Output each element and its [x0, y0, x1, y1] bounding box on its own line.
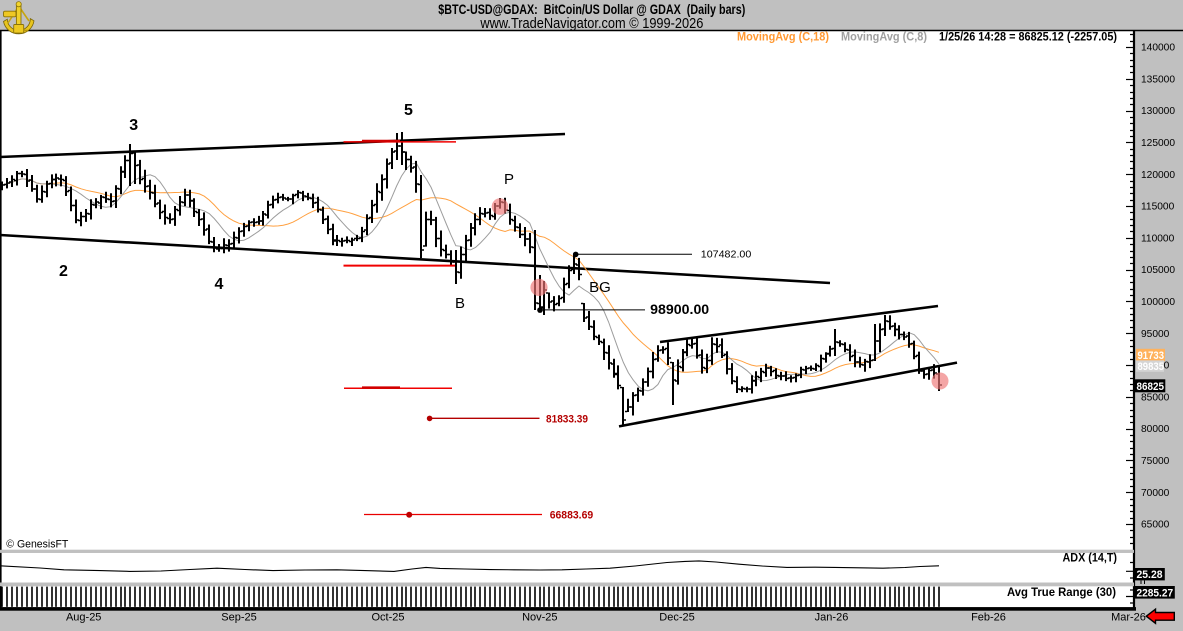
svg-text:$BTC-USD@GDAX: BitCoin/US Dol: $BTC-USD@GDAX: BitCoin/US Dollar @ GDAX …: [438, 2, 745, 17]
svg-text:Aug-25: Aug-25: [66, 612, 101, 624]
svg-text:Oct-25: Oct-25: [371, 612, 404, 624]
svg-text:81833.39: 81833.39: [546, 413, 588, 425]
svg-text:25.28: 25.28: [1137, 569, 1163, 581]
svg-text:MovingAvg (C,8): MovingAvg (C,8): [841, 29, 927, 43]
svg-text:89835: 89835: [1138, 361, 1165, 373]
svg-text:65000: 65000: [1141, 520, 1170, 531]
svg-text:Feb-26: Feb-26: [971, 612, 1006, 624]
svg-text:1/25/26 14:28 = 86825.12 (-225: 1/25/26 14:28 = 86825.12 (-2257.05): [939, 29, 1117, 43]
svg-text:135000: 135000: [1141, 74, 1175, 85]
svg-text:MovingAvg (C,18): MovingAvg (C,18): [737, 29, 829, 43]
svg-text:Dec-25: Dec-25: [659, 612, 694, 624]
svg-text:105000: 105000: [1141, 265, 1175, 276]
svg-text:70000: 70000: [1141, 488, 1170, 499]
svg-text:ADX (14,T): ADX (14,T): [1063, 553, 1118, 565]
svg-text:B: B: [455, 295, 465, 312]
svg-text:125000: 125000: [1141, 138, 1175, 149]
svg-text:© GenesisFT: © GenesisFT: [6, 538, 68, 550]
svg-text:130000: 130000: [1141, 106, 1175, 117]
svg-text:BG: BG: [589, 279, 611, 296]
svg-text:5: 5: [404, 102, 413, 119]
svg-text:Mar-26: Mar-26: [1111, 612, 1146, 624]
svg-text:95000: 95000: [1141, 329, 1170, 340]
svg-text:Jan-26: Jan-26: [815, 612, 849, 624]
svg-text:75000: 75000: [1141, 456, 1170, 467]
svg-text:115000: 115000: [1141, 202, 1175, 213]
svg-text:140000: 140000: [1141, 43, 1175, 54]
svg-text:86825: 86825: [1137, 381, 1165, 393]
svg-text:P: P: [504, 171, 514, 188]
svg-text:107482.00: 107482.00: [701, 249, 752, 261]
svg-text:110000: 110000: [1141, 233, 1175, 244]
svg-text:www.TradeNavigator.com © 1999-: www.TradeNavigator.com © 1999-2026: [480, 16, 704, 32]
svg-text:120000: 120000: [1141, 170, 1175, 181]
svg-text:91733: 91733: [1138, 350, 1165, 362]
svg-text:4: 4: [215, 276, 224, 293]
svg-text:98900.00: 98900.00: [650, 301, 709, 317]
svg-text:2285.27: 2285.27: [1137, 587, 1174, 599]
svg-text:2: 2: [59, 263, 68, 280]
svg-text:Avg True Range (30): Avg True Range (30): [1007, 587, 1116, 599]
svg-text:85000: 85000: [1141, 392, 1170, 403]
svg-text:100000: 100000: [1141, 297, 1175, 308]
svg-text:3: 3: [129, 117, 138, 134]
svg-text:80000: 80000: [1141, 424, 1170, 435]
svg-text:66883.69: 66883.69: [550, 510, 594, 522]
svg-text:Sep-25: Sep-25: [221, 612, 256, 624]
svg-text:Nov-25: Nov-25: [522, 612, 557, 624]
